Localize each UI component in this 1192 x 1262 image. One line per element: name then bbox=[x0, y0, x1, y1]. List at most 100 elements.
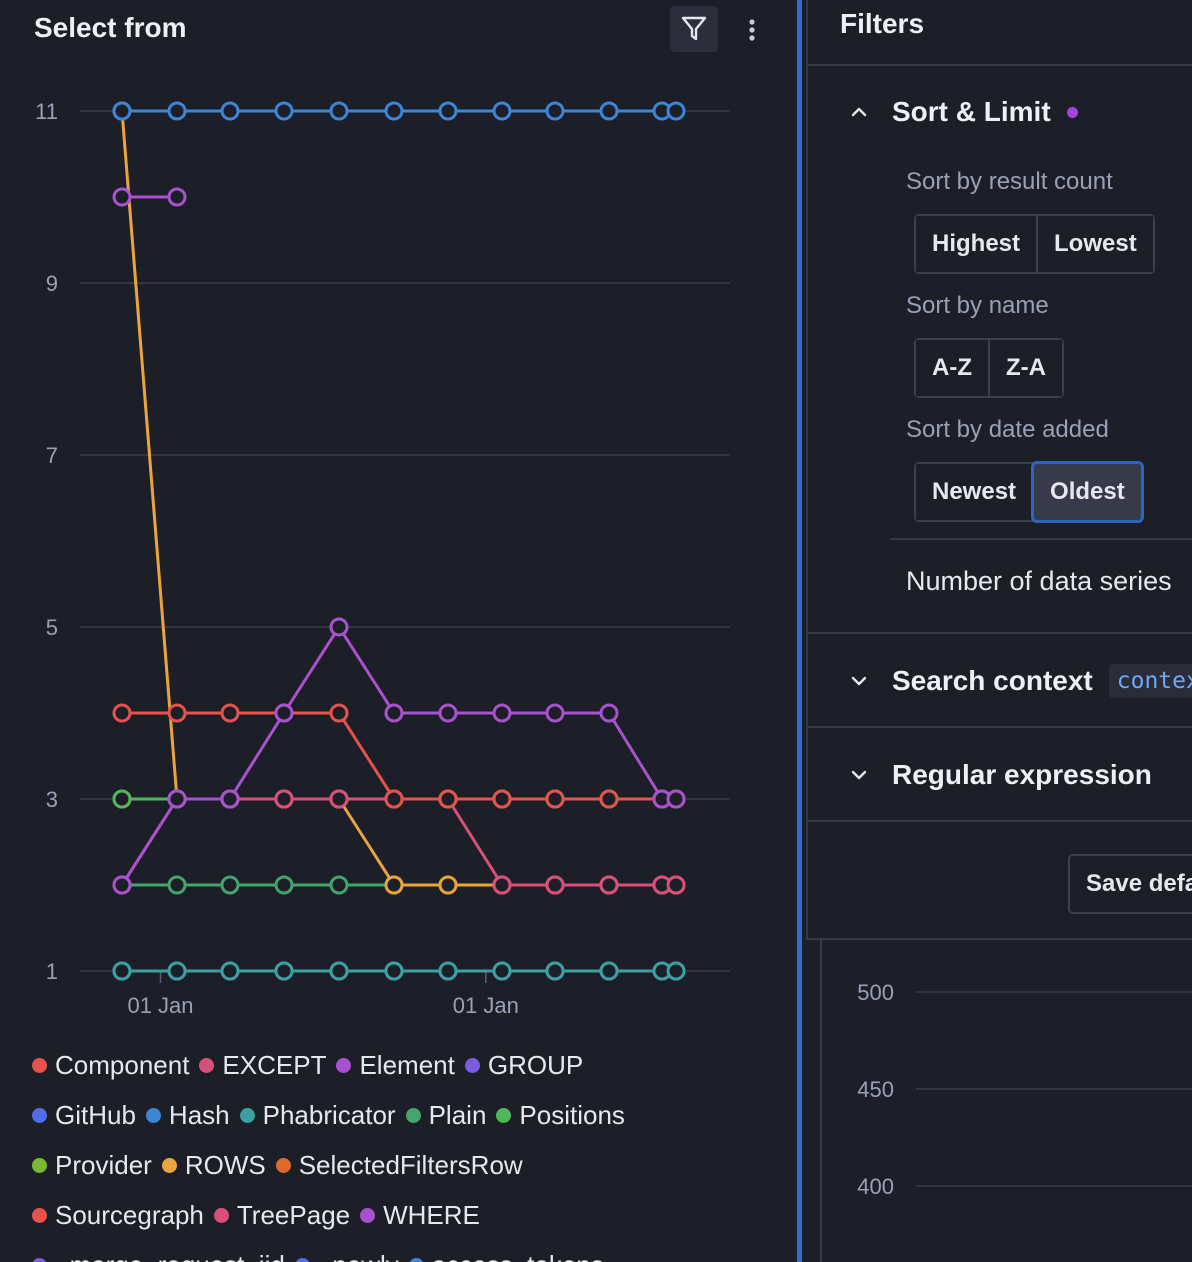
data-point[interactable] bbox=[666, 875, 686, 895]
data-point[interactable] bbox=[438, 703, 458, 723]
data-point[interactable] bbox=[599, 101, 619, 121]
data-point[interactable] bbox=[112, 101, 132, 121]
data-point[interactable] bbox=[438, 875, 458, 895]
data-point[interactable] bbox=[492, 961, 512, 981]
panel-resize-divider[interactable] bbox=[797, 0, 802, 1262]
data-point[interactable] bbox=[599, 703, 619, 723]
sort-a-z-button[interactable]: A-Z bbox=[916, 340, 990, 396]
legend-item[interactable]: SelectedFiltersRow bbox=[275, 1150, 523, 1181]
legend-item[interactable]: _merge_request_iid bbox=[32, 1250, 285, 1262]
sort-limit-title: Sort & Limit bbox=[892, 96, 1051, 127]
data-point[interactable] bbox=[666, 101, 686, 121]
data-point[interactable] bbox=[545, 101, 565, 121]
legend-item[interactable]: TreePage bbox=[213, 1200, 350, 1231]
data-point[interactable] bbox=[274, 875, 294, 895]
filters-panel: Filters Sort & Limit Sort by result coun… bbox=[806, 0, 1192, 940]
insight-title: Select from bbox=[34, 12, 187, 43]
data-point[interactable] bbox=[438, 101, 458, 121]
data-point[interactable] bbox=[112, 703, 132, 723]
data-point[interactable] bbox=[220, 875, 240, 895]
data-point[interactable] bbox=[220, 789, 240, 809]
data-point[interactable] bbox=[274, 789, 294, 809]
data-point[interactable] bbox=[384, 101, 404, 121]
legend-item[interactable]: Plain bbox=[405, 1099, 487, 1131]
data-point[interactable] bbox=[492, 703, 512, 723]
data-point[interactable] bbox=[167, 875, 187, 895]
sort-limit-section-toggle[interactable]: Sort & Limit bbox=[808, 86, 1192, 138]
legend-item[interactable]: GROUP bbox=[464, 1050, 583, 1081]
data-point[interactable] bbox=[220, 101, 240, 121]
legend-row: GitHub Hash Phabricator Plain Positions bbox=[32, 1090, 772, 1140]
data-point[interactable] bbox=[492, 789, 512, 809]
legend-item[interactable]: Provider bbox=[32, 1150, 152, 1181]
data-point[interactable] bbox=[329, 961, 349, 981]
data-point[interactable] bbox=[167, 703, 187, 723]
data-point[interactable] bbox=[599, 875, 619, 895]
legend-item[interactable]: Hash bbox=[145, 1100, 230, 1131]
data-point[interactable] bbox=[384, 703, 404, 723]
data-point[interactable] bbox=[545, 789, 565, 809]
data-point[interactable] bbox=[274, 101, 294, 121]
data-point[interactable] bbox=[112, 789, 132, 809]
data-point[interactable] bbox=[666, 961, 686, 981]
data-point[interactable] bbox=[220, 703, 240, 723]
data-point[interactable] bbox=[438, 961, 458, 981]
data-point[interactable] bbox=[329, 617, 349, 637]
data-point[interactable] bbox=[545, 703, 565, 723]
data-point[interactable] bbox=[167, 789, 187, 809]
data-point[interactable] bbox=[492, 101, 512, 121]
sort-z-a-button[interactable]: Z-A bbox=[989, 340, 1062, 396]
sort-highest-button[interactable]: Highest bbox=[916, 216, 1039, 272]
data-point[interactable] bbox=[545, 875, 565, 895]
data-point[interactable] bbox=[167, 101, 187, 121]
search-context-section-toggle[interactable]: Search context context: bbox=[808, 654, 1192, 708]
data-point[interactable] bbox=[599, 961, 619, 981]
data-point[interactable] bbox=[492, 875, 512, 895]
data-point[interactable] bbox=[329, 875, 349, 895]
legend-item[interactable]: Sourcegraph bbox=[32, 1200, 204, 1231]
data-point[interactable] bbox=[599, 789, 619, 809]
search-context-title: Search context bbox=[892, 665, 1093, 696]
legend-item[interactable]: ROWS bbox=[161, 1150, 266, 1181]
legend-item[interactable]: _newly bbox=[294, 1250, 399, 1262]
data-point[interactable] bbox=[329, 101, 349, 121]
data-point[interactable] bbox=[167, 187, 187, 207]
data-point[interactable] bbox=[112, 187, 132, 207]
more-options-button[interactable] bbox=[736, 10, 768, 50]
legend-item[interactable]: Positions bbox=[496, 1100, 625, 1131]
data-point[interactable] bbox=[384, 961, 404, 981]
sort-date-label: Sort by date added bbox=[906, 416, 1109, 443]
data-point[interactable] bbox=[384, 789, 404, 809]
legend-item[interactable]: WHERE bbox=[360, 1200, 480, 1231]
sort-result-count-group: Highest Lowest bbox=[914, 214, 1155, 274]
sort-oldest-button[interactable]: Oldest bbox=[1031, 461, 1144, 523]
data-point[interactable] bbox=[112, 961, 132, 981]
legend-item[interactable]: EXCEPT bbox=[199, 1050, 326, 1081]
data-point[interactable] bbox=[112, 875, 132, 895]
data-point[interactable] bbox=[329, 703, 349, 723]
legend-item[interactable]: access_tokens bbox=[408, 1250, 604, 1262]
legend-label: Phabricator bbox=[262, 1099, 396, 1130]
legend-label: WHERE bbox=[383, 1199, 480, 1230]
data-point[interactable] bbox=[666, 789, 686, 809]
legend-item[interactable]: Phabricator bbox=[239, 1099, 396, 1131]
regex-section-toggle[interactable]: Regular expression bbox=[808, 748, 1192, 802]
data-point[interactable] bbox=[438, 789, 458, 809]
legend-item[interactable]: GitHub bbox=[32, 1100, 136, 1131]
line-chart[interactable]: 11 9 7 5 3 1 01 Jan 01 Jan bbox=[0, 70, 760, 1030]
data-point[interactable] bbox=[545, 961, 565, 981]
legend-item[interactable]: Component bbox=[32, 1050, 189, 1081]
legend-label: Plain bbox=[428, 1099, 487, 1130]
legend-item[interactable]: Element bbox=[336, 1050, 455, 1081]
data-point[interactable] bbox=[167, 961, 187, 981]
data-point[interactable] bbox=[274, 703, 294, 723]
save-default-button[interactable]: Save default bbox=[1068, 854, 1192, 914]
filter-button[interactable] bbox=[670, 6, 718, 52]
legend-swatch bbox=[275, 1157, 291, 1173]
data-point[interactable] bbox=[329, 789, 349, 809]
data-point[interactable] bbox=[274, 961, 294, 981]
data-point[interactable] bbox=[384, 875, 404, 895]
data-point[interactable] bbox=[220, 961, 240, 981]
sort-lowest-button[interactable]: Lowest bbox=[1038, 216, 1153, 272]
sort-newest-button[interactable]: Newest bbox=[916, 464, 1035, 520]
